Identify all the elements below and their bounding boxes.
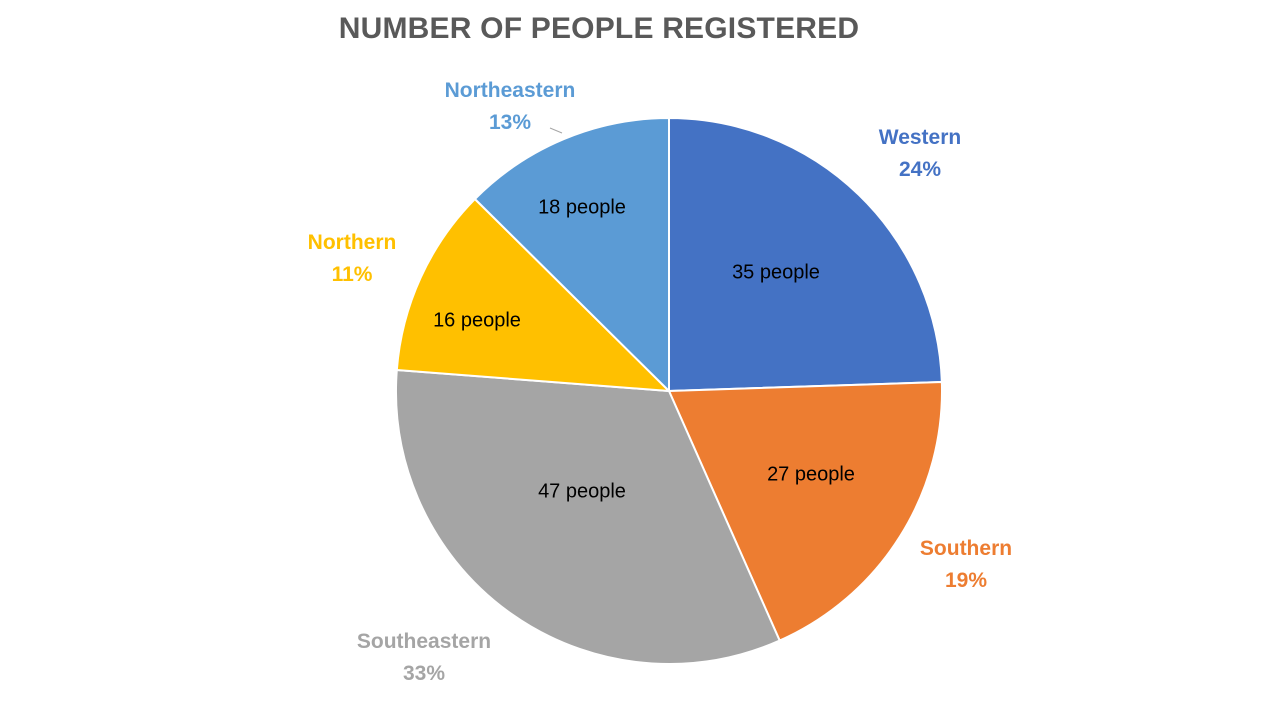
pie-slice-southeastern <box>395 369 781 665</box>
value-label-southeastern: 47 people <box>538 480 626 503</box>
label-southeastern-percent: 33% <box>402 662 446 685</box>
chart-title: NUMBER OF PEOPLE REGISTERED <box>338 12 860 45</box>
label-northeastern-name: Northeastern <box>444 79 576 102</box>
pie-slices <box>395 117 943 665</box>
label-southern-name: Southern <box>919 537 1013 560</box>
label-northern: Northern 11% <box>292 227 412 291</box>
northeastern-leader-line <box>549 127 563 134</box>
label-northeastern: Northeastern 13% <box>420 75 600 139</box>
value-label-northeastern: 18 people <box>538 196 626 219</box>
label-southeastern: Southeastern 33% <box>334 626 514 690</box>
label-southern: Southern 19% <box>900 533 1032 597</box>
label-northeastern-percent: 13% <box>488 111 532 134</box>
value-label-northern: 16 people <box>433 309 521 332</box>
label-northern-name: Northern <box>307 231 397 254</box>
pie-slice-western <box>668 117 943 392</box>
pie-slice-northern <box>395 198 670 392</box>
label-northern-percent: 11% <box>331 263 373 286</box>
pie-slice-southern <box>668 381 943 642</box>
pie-slice-northeastern <box>473 117 670 392</box>
label-southern-percent: 19% <box>944 569 988 592</box>
value-label-southern: 27 people <box>767 463 855 486</box>
label-western: Western 24% <box>860 122 980 186</box>
label-western-percent: 24% <box>898 158 942 181</box>
label-western-name: Western <box>878 126 962 149</box>
value-label-western: 35 people <box>732 261 820 284</box>
label-southeastern-name: Southeastern <box>356 630 492 653</box>
